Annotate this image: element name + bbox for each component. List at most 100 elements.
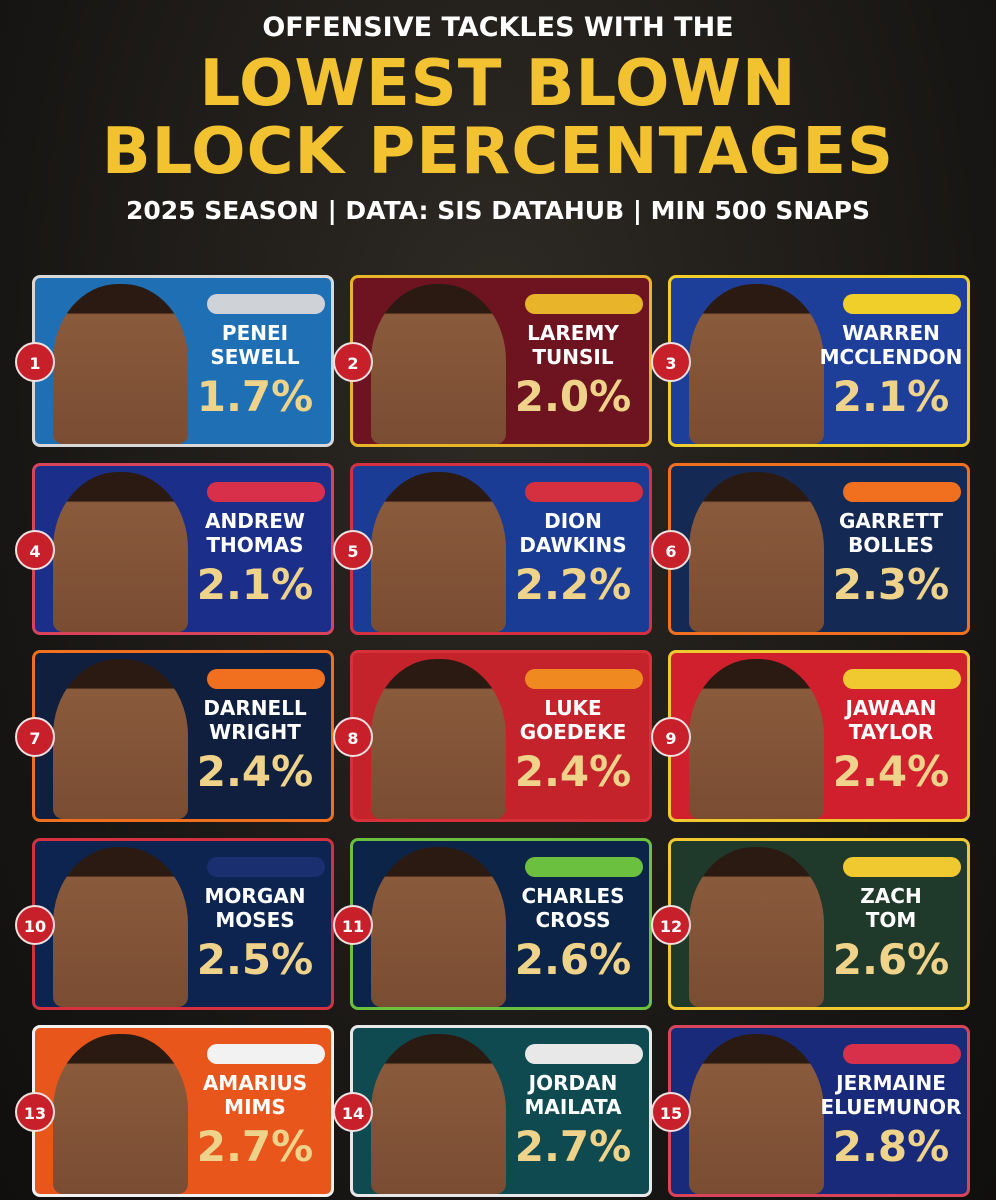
player-card: DARNELL WRIGHT 2.4% 7 — [15, 650, 334, 822]
last-name: MIMS — [224, 1095, 286, 1119]
player-card: LAREMY TUNSIL 2.0% 2 — [333, 275, 652, 447]
player-photo — [689, 471, 824, 632]
team-logo — [207, 856, 325, 877]
blown-block-pct: 2.1% — [832, 372, 950, 421]
rank-badge: 14 — [333, 1092, 373, 1132]
player-card: LUKE GOEDEKE 2.4% 8 — [333, 650, 652, 822]
subtitle: 2025 SEASON | DATA: SIS DATAHUB | MIN 50… — [126, 196, 870, 225]
blown-block-pct: 2.4% — [514, 747, 632, 796]
rank-badge: 3 — [651, 342, 691, 382]
team-logo — [843, 294, 961, 314]
team-logo — [843, 856, 961, 877]
player-photo — [53, 846, 188, 1007]
rank-badge: 1 — [15, 342, 55, 382]
rank-badge: 5 — [333, 529, 373, 570]
team-logo — [207, 1044, 325, 1064]
rank-badge: 15 — [651, 1092, 691, 1132]
player-card: JORDAN MAILATA 2.7% 14 — [333, 1025, 652, 1197]
team-logo — [525, 856, 643, 877]
last-name: TUNSIL — [532, 345, 614, 369]
player-photo — [53, 1034, 188, 1194]
player-photo — [689, 1034, 824, 1194]
rank-badge: 13 — [15, 1092, 55, 1132]
first-name: CHARLES — [521, 883, 625, 908]
player-photo — [371, 284, 506, 444]
player-photo — [371, 1034, 506, 1194]
first-name: MORGAN — [204, 883, 306, 908]
blown-block-pct: 1.7% — [196, 372, 314, 421]
last-name: CROSS — [535, 907, 611, 932]
player-photo — [371, 659, 506, 819]
player-photo — [53, 471, 188, 632]
team-logo — [525, 1044, 643, 1064]
blown-block-pct: 2.6% — [514, 934, 632, 984]
last-name: GOEDEKE — [519, 720, 627, 744]
last-name: TOM — [865, 907, 917, 932]
first-name: GARRETT — [838, 508, 944, 533]
player-photo — [689, 284, 824, 444]
player-photo — [53, 659, 188, 819]
rank-badge: 8 — [333, 717, 373, 757]
player-photo — [53, 284, 188, 444]
team-logo — [207, 669, 325, 689]
last-name: MAILATA — [524, 1095, 622, 1119]
team-logo — [525, 481, 643, 502]
blown-block-pct: 2.5% — [196, 934, 314, 984]
player-photo — [689, 659, 824, 819]
player-card: ANDREW THOMAS 2.1% 4 — [15, 462, 334, 635]
rank-badge: 10 — [15, 904, 55, 945]
last-name: TAYLOR — [848, 720, 934, 744]
player-card: JERMAINE ELUEMUNOR 2.8% 15 — [651, 1025, 970, 1197]
blown-block-pct: 2.4% — [196, 747, 314, 796]
team-logo — [843, 481, 961, 502]
last-name: ELUEMUNOR — [820, 1095, 962, 1119]
rank-badge: 9 — [651, 717, 691, 757]
blown-block-pct: 2.7% — [196, 1122, 314, 1171]
player-card: GARRETT BOLLES 2.3% 6 — [651, 462, 970, 635]
blown-block-pct: 2.8% — [832, 1122, 950, 1171]
blown-block-pct: 2.6% — [832, 934, 950, 984]
blown-block-pct: 2.0% — [514, 372, 632, 421]
player-photo — [371, 471, 506, 632]
last-name: MOSES — [215, 907, 295, 932]
rank-badge: 12 — [651, 904, 691, 945]
player-card: AMARIUS MIMS 2.7% 13 — [15, 1025, 334, 1197]
last-name: BOLLES — [848, 532, 934, 557]
rank-badge: 11 — [333, 904, 373, 945]
first-name: LAREMY — [527, 321, 619, 345]
rank-badge: 7 — [15, 717, 55, 757]
player-card: JAWAAN TAYLOR 2.4% 9 — [651, 650, 970, 822]
team-logo — [843, 1044, 961, 1064]
title-line: LOWEST BLOWN — [199, 47, 797, 121]
player-photo — [371, 846, 506, 1007]
blown-block-pct: 2.1% — [196, 559, 314, 609]
blown-block-pct: 2.3% — [832, 559, 950, 609]
player-card: WARREN MCCLENDON 2.1% 3 — [651, 275, 970, 447]
player-card: ZACH TOM 2.6% 12 — [651, 837, 970, 1010]
blown-block-pct: 2.2% — [514, 559, 632, 609]
rank-badge: 6 — [651, 529, 691, 570]
player-card: MORGAN MOSES 2.5% 10 — [15, 837, 334, 1010]
first-name: LUKE — [544, 696, 602, 720]
team-logo — [525, 294, 643, 314]
first-name: ZACH — [860, 883, 922, 908]
kicker: OFFENSIVE TACKLES WITH THE — [262, 12, 734, 43]
first-name: AMARIUS — [202, 1071, 308, 1095]
rank-badge: 4 — [15, 529, 55, 570]
team-logo — [843, 669, 961, 689]
first-name: PENEI — [221, 321, 289, 345]
player-card: DION DAWKINS 2.2% 5 — [333, 462, 652, 635]
first-name: JERMAINE — [836, 1071, 946, 1095]
first-name: DARNELL — [203, 696, 307, 720]
first-name: DION — [544, 508, 602, 533]
last-name: DAWKINS — [519, 532, 627, 557]
last-name: THOMAS — [206, 532, 304, 557]
first-name: WARREN — [842, 321, 940, 345]
last-name: WRIGHT — [209, 720, 301, 744]
team-logo — [207, 294, 325, 314]
player-card: CHARLES CROSS 2.6% 11 — [333, 837, 652, 1010]
player-card: PENEI SEWELL 1.7% 1 — [15, 275, 334, 447]
first-name: JORDAN — [528, 1071, 618, 1095]
first-name: JAWAAN — [845, 696, 937, 720]
